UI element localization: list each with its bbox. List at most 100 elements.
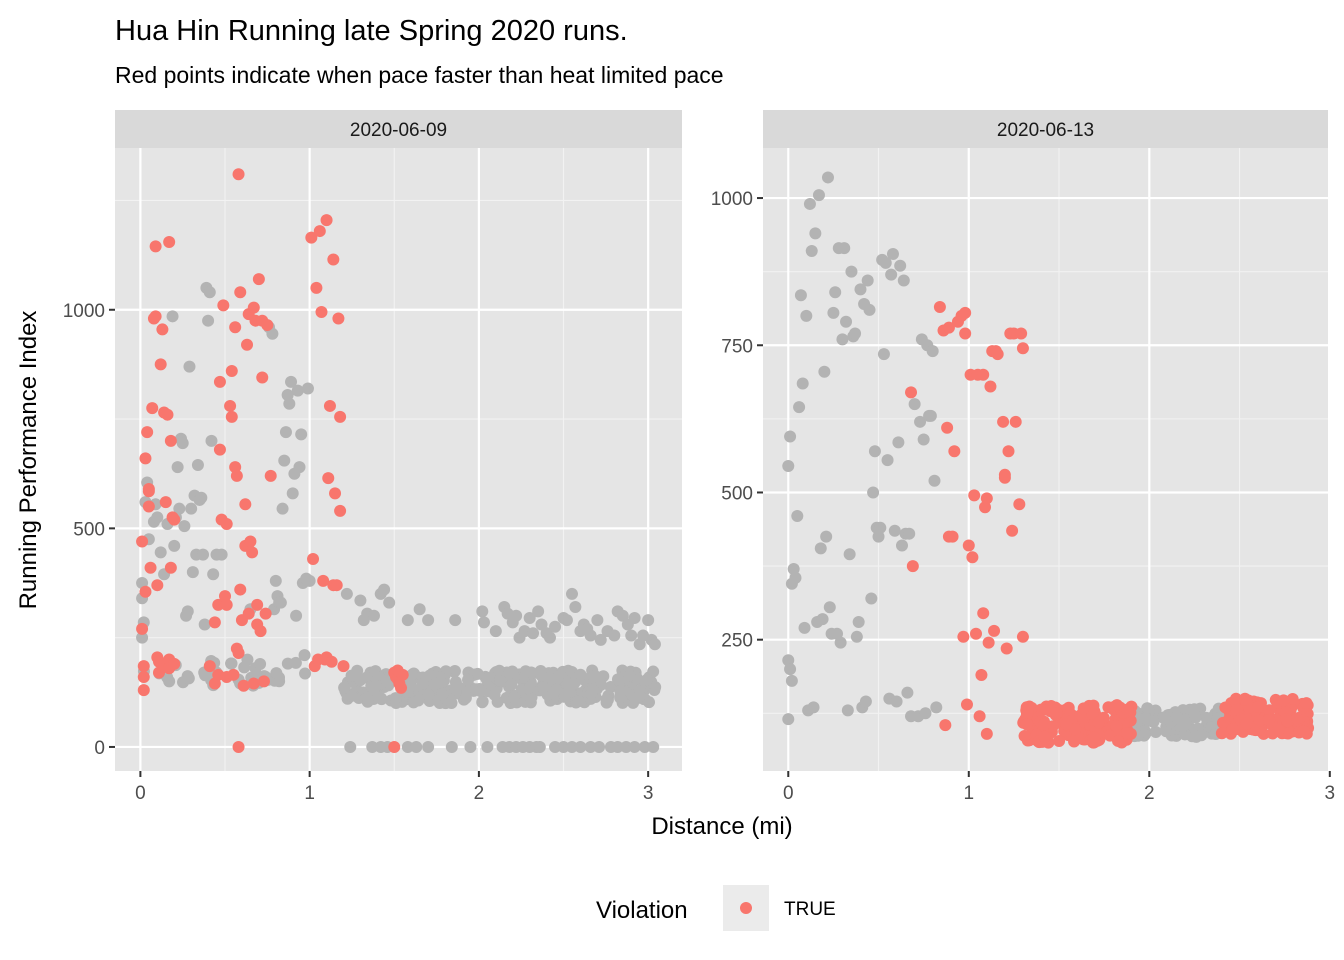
normal-point xyxy=(413,603,426,616)
normal-point xyxy=(616,609,629,622)
violation-point xyxy=(313,225,326,238)
violation-point xyxy=(1020,718,1033,731)
normal-point xyxy=(543,631,556,644)
normal-point xyxy=(865,592,878,605)
violation-point xyxy=(212,598,225,611)
normal-point xyxy=(181,605,194,618)
normal-point xyxy=(642,614,655,627)
normal-point xyxy=(600,693,613,706)
violation-point xyxy=(1230,692,1243,705)
normal-point xyxy=(800,309,813,322)
violation-point xyxy=(1086,707,1099,720)
normal-point xyxy=(549,620,562,633)
violation-point xyxy=(1300,697,1313,710)
violation-point xyxy=(960,698,973,711)
violation-point xyxy=(208,616,221,629)
normal-point xyxy=(488,688,501,701)
normal-point xyxy=(1195,729,1208,742)
normal-point xyxy=(549,740,562,753)
normal-point xyxy=(791,510,804,523)
normal-point xyxy=(820,530,833,543)
normal-point xyxy=(481,740,494,753)
normal-point xyxy=(874,521,887,534)
normal-point xyxy=(203,286,216,299)
violation-point xyxy=(142,483,155,496)
normal-point xyxy=(523,681,536,694)
normal-point xyxy=(854,283,867,296)
normal-point xyxy=(449,614,462,627)
violation-point xyxy=(997,415,1010,428)
normal-point xyxy=(827,306,840,319)
violation-point xyxy=(906,560,919,573)
normal-point xyxy=(422,614,435,627)
violation-point xyxy=(1239,693,1252,706)
normal-point xyxy=(136,631,149,644)
normal-point xyxy=(254,658,267,671)
violation-point xyxy=(156,323,169,336)
normal-point xyxy=(881,454,894,467)
normal-point xyxy=(445,740,458,753)
normal-point xyxy=(572,695,585,708)
violation-point xyxy=(315,305,328,318)
normal-point xyxy=(812,189,825,202)
violation-point xyxy=(139,585,152,598)
normal-point xyxy=(338,681,351,694)
normal-point xyxy=(586,683,599,696)
violation-point xyxy=(1016,630,1029,643)
normal-point xyxy=(523,611,536,624)
x-tick-label: 0 xyxy=(783,783,794,804)
normal-point xyxy=(628,611,641,624)
normal-point xyxy=(1189,711,1202,724)
normal-point xyxy=(625,629,638,642)
violation-point xyxy=(137,684,150,697)
normal-point xyxy=(295,428,308,441)
violation-point xyxy=(1252,700,1265,713)
y-tick-label: 1000 xyxy=(63,301,105,322)
violation-point xyxy=(257,675,270,688)
normal-point xyxy=(299,667,312,680)
normal-point xyxy=(372,671,385,684)
normal-point xyxy=(888,524,901,537)
violation-point xyxy=(220,517,233,530)
normal-point xyxy=(1149,726,1162,739)
violation-point xyxy=(982,636,995,649)
violation-point xyxy=(154,358,167,371)
violation-point xyxy=(217,299,230,312)
normal-point xyxy=(537,681,550,694)
normal-point xyxy=(852,616,865,629)
normal-point xyxy=(628,740,641,753)
violation-point xyxy=(337,660,350,673)
normal-point xyxy=(422,740,435,753)
violation-point xyxy=(247,677,260,690)
violation-point xyxy=(136,622,149,635)
normal-point xyxy=(798,621,811,634)
normal-point xyxy=(793,401,806,414)
normal-point xyxy=(903,527,916,540)
violation-point xyxy=(977,368,990,381)
violation-point xyxy=(973,710,986,723)
normal-point xyxy=(405,668,418,681)
normal-point xyxy=(410,740,423,753)
violation-point xyxy=(264,469,277,482)
violation-point xyxy=(256,371,269,384)
violation-point xyxy=(203,660,216,673)
violation-point xyxy=(261,319,274,332)
normal-point xyxy=(845,265,858,278)
legend-key-point xyxy=(740,902,752,914)
legend: Violation TRUE xyxy=(596,885,836,931)
violation-point xyxy=(1068,735,1081,748)
normal-point xyxy=(807,701,820,714)
data-points xyxy=(782,171,1315,749)
violation-point xyxy=(395,681,408,694)
normal-point xyxy=(186,566,199,579)
normal-point xyxy=(176,437,189,450)
violation-point xyxy=(1297,725,1310,738)
normal-point xyxy=(861,274,874,287)
violation-point xyxy=(1077,702,1090,715)
normal-point xyxy=(416,677,429,690)
normal-point xyxy=(185,502,198,515)
violation-point xyxy=(224,399,237,412)
normal-point xyxy=(805,245,818,258)
violation-point xyxy=(1038,730,1051,743)
normal-point xyxy=(389,692,402,705)
